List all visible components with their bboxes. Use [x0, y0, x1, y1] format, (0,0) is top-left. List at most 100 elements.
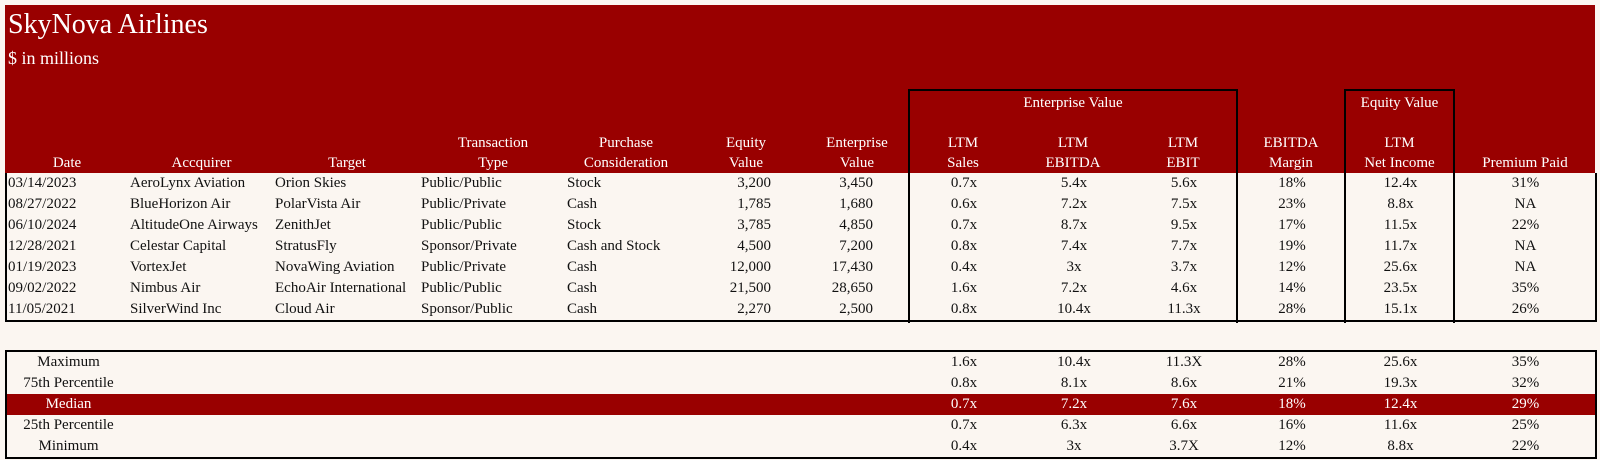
cell-enterprise-value: 1,680 [839, 196, 873, 212]
cell-ltm-ebit: 11.3x [1167, 301, 1201, 317]
cell-enterprise-value: 28,650 [831, 280, 873, 296]
cell-premium-paid: 35% [1511, 280, 1540, 296]
cell-transaction-type: Sponsor/Private [421, 238, 517, 254]
cell-target: Orion Skies [275, 175, 347, 191]
ev-divider-right [1236, 173, 1238, 323]
stats-cell-ltm-sales: 0.8x [950, 375, 978, 391]
stats-cell-ltm-ebit: 6.6x [1170, 417, 1198, 433]
cell-ltm-ebitda: 7.2x [1060, 196, 1088, 212]
cell-equity-value: 4,500 [737, 238, 771, 254]
cell-target: ZenithJet [275, 217, 331, 233]
stats-cell-premium-paid: 25% [1511, 417, 1540, 433]
stats-cell-ltm-sales: 1.6x [950, 354, 978, 370]
col-header-transaction-type: Transaction Type [420, 133, 566, 173]
stats-cell-ltm-sales: 0.7x [909, 394, 1019, 415]
cell-ltm-net-income: 23.5x [1383, 280, 1418, 296]
stats-spacer [130, 351, 909, 373]
cell-target: StratusFly [275, 238, 337, 254]
stats-label: Minimum [38, 438, 99, 454]
equity-value-group-label: Equity Value [1360, 95, 1439, 111]
cell-ltm-sales: 0.8x [950, 301, 978, 317]
col-header-ltm-ebitda-line2: EBITDA [1045, 155, 1101, 171]
transactions-table: 03/14/2023 AeroLynx Aviation Orion Skies Pu… [5, 173, 1597, 322]
cell-equity-value: 21,500 [729, 280, 771, 296]
cell-ebitda-margin: 18% [1278, 175, 1306, 191]
stats-spacer [130, 436, 909, 458]
stats-row-median: Median 0.7x 7.2x 7.6x 18% 12.4x 29% [6, 394, 1596, 415]
cell-date: 09/02/2022 [8, 280, 77, 296]
stats-cell-ltm-net-income: 8.8x [1387, 438, 1414, 454]
cell-purchase-consideration: Cash [567, 301, 597, 317]
col-header-purchase-line1: Purchase [598, 135, 654, 151]
table-row: 11/05/2021 SilverWind Inc Cloud Air Sponsor… [6, 299, 1596, 321]
table-row: 03/14/2023 AeroLynx Aviation Orion Skies Pu… [6, 173, 1596, 194]
cell-ltm-ebit: 9.5x [1170, 217, 1198, 233]
col-header-ltm-sales-line2: Sales [947, 155, 979, 171]
cell-ltm-ebit: 4.6x [1170, 280, 1198, 296]
sheet-subtitle: $ in millions [8, 48, 100, 68]
enterprise-value-group-label: Enterprise Value [1023, 95, 1123, 111]
stats-cell-ltm-ebit: 8.6x [1170, 375, 1198, 391]
cell-date: 12/28/2021 [8, 238, 77, 254]
ev-divider-left [908, 173, 910, 323]
cell-date: 03/14/2023 [8, 175, 77, 191]
cell-equity-value: 2,270 [737, 301, 771, 317]
stats-cell-ebitda-margin: 12% [1278, 438, 1306, 454]
col-header-ltm-ebitda-line1: LTM [1057, 135, 1089, 151]
stats-cell-ltm-sales: 0.7x [950, 417, 978, 433]
cell-purchase-consideration: Cash [567, 196, 597, 212]
stats-cell-ltm-net-income: 12.4x [1345, 394, 1456, 415]
table-row: 09/02/2022 Nimbus Air EchoAir Internationa… [6, 278, 1596, 299]
cell-premium-paid: 22% [1511, 217, 1540, 233]
cell-ltm-net-income: 25.6x [1383, 259, 1418, 275]
cell-target: PolarVista Air [275, 196, 361, 212]
col-header-ebitda-margin: EBITDA Margin [1238, 133, 1344, 173]
cell-ltm-ebitda: 7.4x [1060, 238, 1088, 254]
table-row: 08/27/2022 BlueHorizon Air PolarVista Air P… [6, 194, 1596, 215]
stats-label: 75th Percentile [23, 375, 114, 391]
stats-row-25th-percentile: 25th Percentile 0.7x 6.3x 6.6x 16% 11.6x 25% [6, 415, 1596, 436]
col-header-ltm-sales: LTM Sales [908, 133, 1018, 173]
stats-cell-ltm-ebitda: 10.4x [1057, 354, 1091, 370]
stats-row-maximum: Maximum 1.6x 10.4x 11.3X 28% 25.6x 35% [6, 351, 1596, 373]
stats-cell-ltm-ebitda: 7.2x [1019, 394, 1129, 415]
stats-cell-ebitda-margin: 21% [1278, 375, 1306, 391]
equity-value-group-box [1344, 89, 1455, 173]
comps-sheet: SkyNova Airlines $ in millions Enterpris… [5, 5, 1597, 459]
cell-ltm-sales: 0.7x [950, 217, 978, 233]
header-band: SkyNova Airlines $ in millions Enterpris… [5, 5, 1595, 173]
cell-purchase-consideration: Cash and Stock [567, 238, 661, 254]
cell-transaction-type: Public/Public [421, 280, 502, 296]
col-header-equity-value-line1: Equity [726, 135, 766, 151]
cell-ltm-ebitda: 10.4x [1057, 301, 1091, 317]
cell-ltm-ebit: 7.7x [1170, 238, 1198, 254]
cell-ebitda-margin: 17% [1278, 217, 1306, 233]
cell-equity-value: 1,785 [737, 196, 771, 212]
cell-purchase-consideration: Stock [567, 217, 602, 233]
cell-ltm-ebitda: 3x [1066, 259, 1082, 275]
cell-ltm-ebitda: 7.2x [1060, 280, 1088, 296]
cell-ltm-sales: 0.7x [950, 175, 978, 191]
cell-acquirer: VortexJet [130, 259, 187, 275]
table-row: 01/19/2023 VortexJet NovaWing Aviation Publ… [6, 257, 1596, 278]
cell-ltm-sales: 0.6x [950, 196, 978, 212]
col-header-ebitda-margin-line1: EBITDA [1263, 135, 1319, 151]
cell-acquirer: BlueHorizon Air [130, 196, 231, 212]
col-header-enterprise-value-line2: Value [839, 155, 875, 171]
cell-ltm-ebit: 3.7x [1170, 259, 1198, 275]
stats-cell-ltm-sales: 0.4x [950, 438, 978, 454]
equity-divider-left [1344, 173, 1346, 323]
cell-ltm-net-income: 15.1x [1383, 301, 1418, 317]
cell-ltm-ebit: 7.5x [1170, 196, 1198, 212]
col-header-enterprise-value: Enterprise Value [806, 133, 908, 173]
equity-divider-right [1453, 173, 1455, 323]
col-header-ltm-ebit-line1: LTM [1167, 135, 1199, 151]
cell-transaction-type: Public/Private [421, 196, 506, 212]
col-header-ltm-ebitda: LTM EBITDA [1018, 133, 1128, 173]
stats-label: Median [6, 394, 130, 415]
stats-row-minimum: Minimum 0.4x 3x 3.7X 12% 8.8x 22% [6, 436, 1596, 458]
col-header-ltm-sales-line1: LTM [947, 135, 979, 151]
stats-cell-premium-paid: 29% [1456, 394, 1596, 415]
cell-acquirer: Celestar Capital [130, 238, 227, 254]
col-header-ltm-net-income: LTM Net Income [1344, 133, 1455, 173]
